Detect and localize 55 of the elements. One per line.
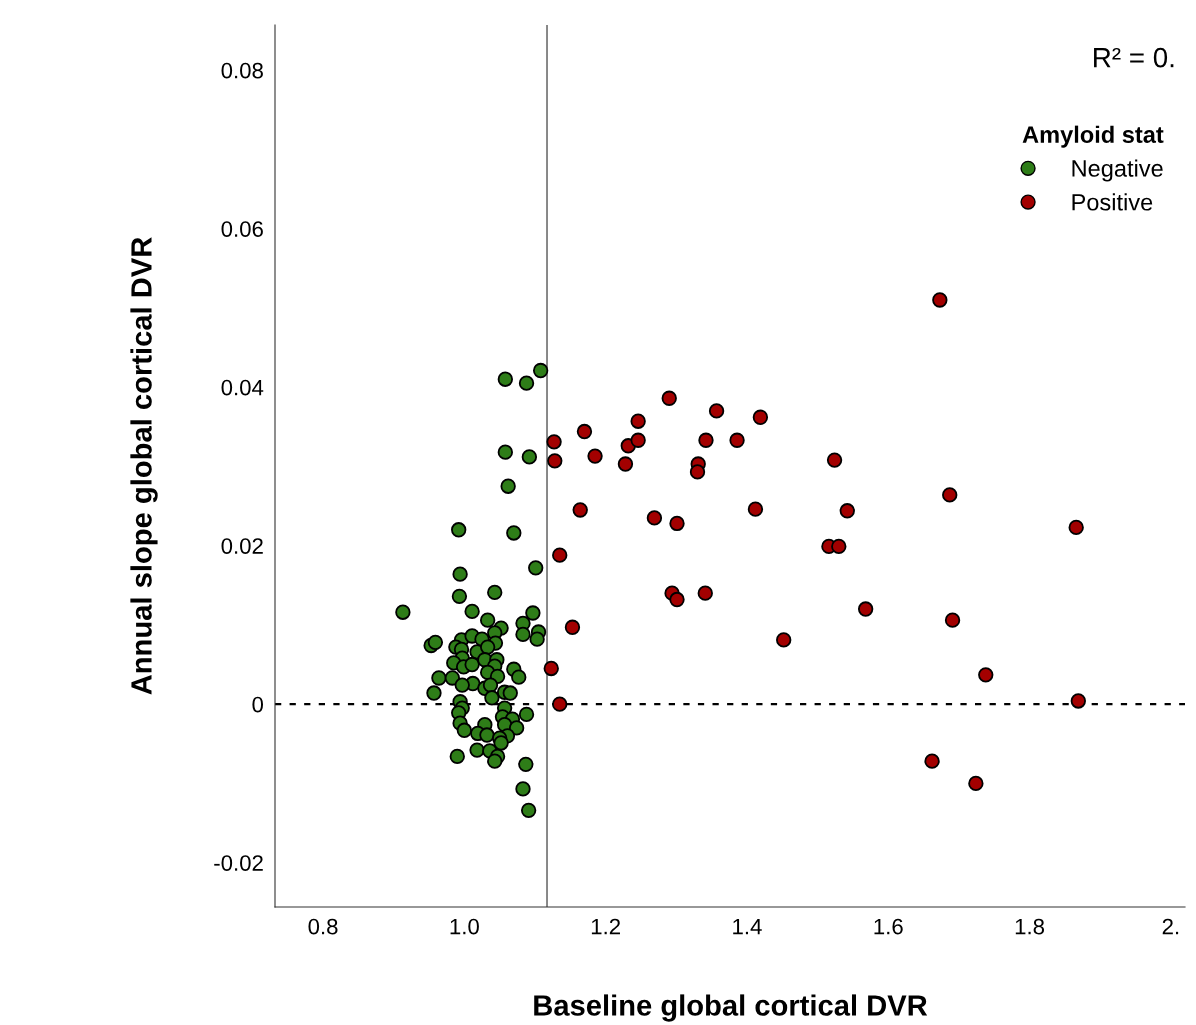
legend-title: Amyloid stat [1022, 125, 1164, 148]
point [698, 432, 714, 448]
point [839, 503, 855, 519]
point [831, 538, 847, 555]
x-tick-label: 1.6 [874, 918, 903, 935]
x-tick-label: 0.8 [308, 918, 338, 935]
point [689, 464, 706, 480]
y-tick-label: 0.08 [221, 62, 263, 79]
x-tick-label: 1.4 [733, 918, 762, 935]
point [543, 660, 559, 677]
point [978, 667, 994, 683]
point [1068, 519, 1084, 536]
point [617, 456, 634, 472]
point [552, 547, 568, 563]
point [669, 515, 685, 532]
point [932, 292, 948, 308]
point [924, 753, 940, 769]
x-tick-label: 1.2 [591, 918, 620, 935]
point [587, 448, 603, 464]
y-tick-label: -0.02 [214, 855, 263, 871]
point [747, 501, 764, 517]
point [944, 612, 961, 628]
y-tick-label: 0.02 [221, 538, 263, 554]
point [1070, 693, 1086, 709]
y-tick-label: 0 [252, 696, 264, 713]
point [572, 502, 588, 518]
point [776, 632, 792, 648]
y-tick-label: 0.06 [221, 221, 263, 237]
y-axis-title: Annual slope global cortical DVR [130, 237, 158, 695]
point [546, 434, 562, 450]
point [729, 432, 745, 448]
point [942, 487, 958, 503]
legend-label: Negative [1072, 159, 1163, 182]
x-axis-title: Baseline global cortical DVR [534, 994, 928, 1022]
point [826, 452, 843, 468]
y-tick-label: 0.04 [221, 379, 264, 396]
point [630, 413, 646, 429]
point [857, 601, 874, 617]
point [564, 619, 581, 635]
x-tick-label: 1.0 [450, 918, 479, 935]
point [708, 403, 725, 419]
point [697, 585, 713, 601]
legend-label: Positive [1072, 193, 1153, 211]
point [661, 390, 677, 406]
point [552, 696, 568, 712]
x-tick-label: 1.8 [1015, 918, 1045, 935]
point [752, 409, 769, 425]
point [646, 510, 663, 526]
annotation: R² = 0. [1094, 47, 1174, 68]
x-tick-label: 2. [1162, 918, 1179, 935]
point [968, 775, 984, 792]
point [547, 453, 563, 469]
point [669, 591, 685, 608]
point [576, 423, 593, 440]
point [630, 432, 646, 448]
